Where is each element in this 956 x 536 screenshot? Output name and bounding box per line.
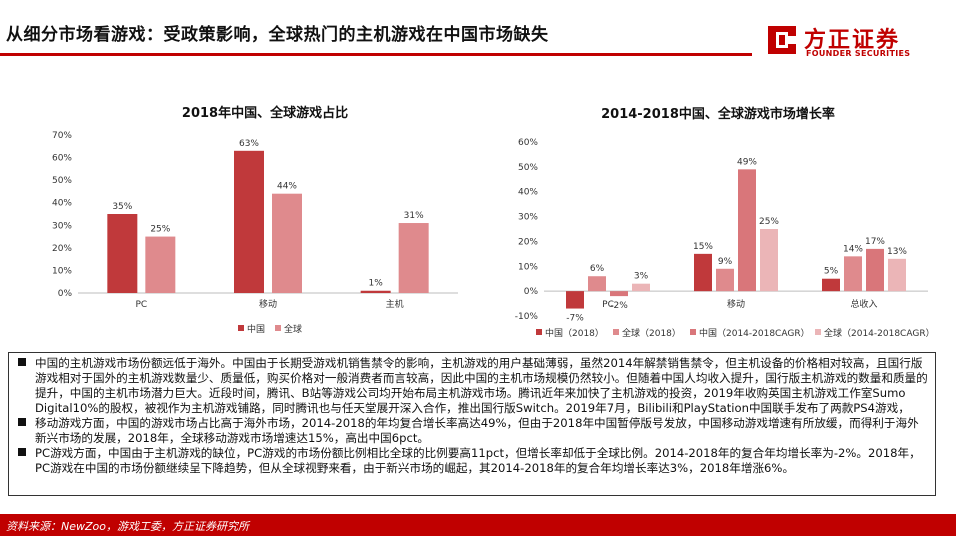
data-label: 25%	[150, 225, 170, 235]
chart-game-growth-2014-2018: 2014-2018中国、全球游戏市场增长率 -10% 0% 10% 20% 30% 40% 5…	[515, 106, 935, 339]
data-label: 31%	[404, 211, 424, 221]
paragraph-mobile: 移动游戏方面，中国的游戏市场占比高于海外市场，2014-2018的年均复合增长率…	[15, 416, 929, 446]
y-tick-label: 0%	[524, 287, 539, 297]
legend-swatch	[815, 329, 821, 335]
chart-title: 2018年中国、全球游戏占比	[182, 105, 348, 121]
bar	[398, 223, 429, 293]
data-label: 13%	[887, 247, 907, 257]
bar	[760, 229, 778, 292]
y-tick-label: -10%	[515, 312, 539, 322]
data-label: 14%	[843, 244, 863, 254]
data-label: -7%	[566, 314, 584, 324]
y-tick-label: 60%	[52, 154, 72, 164]
chart-game-share-2018: 2018年中国、全球游戏占比 0% 10% 20% 30% 40% 50% 60% 70% PC 3…	[52, 105, 458, 335]
y-tick-label: 50%	[52, 176, 72, 186]
founder-logo-icon	[768, 26, 796, 54]
y-tick-label: 0%	[58, 289, 73, 299]
paragraph-text: 中国的主机游戏市场份额远低于海外。中国由于长期受游戏机销售禁令的影响，主机游戏的…	[35, 356, 928, 415]
y-tick-label: 20%	[518, 237, 538, 247]
data-label: 15%	[693, 242, 713, 252]
paragraph-console: 中国的主机游戏市场份额远低于海外。中国由于长期受游戏机销售禁令的影响，主机游戏的…	[15, 356, 929, 416]
chart-title: 2014-2018中国、全球游戏市场增长率	[601, 106, 835, 122]
data-label: 63%	[239, 139, 259, 149]
bar	[234, 150, 264, 293]
bar	[888, 258, 906, 292]
legend-swatch	[238, 325, 244, 331]
bar	[844, 256, 862, 292]
x-category-label: 移动	[259, 298, 277, 310]
bar	[272, 193, 302, 293]
bar	[566, 291, 584, 309]
legend-entry: 全球（2018）	[622, 327, 681, 339]
bar	[716, 268, 734, 292]
square-bullet-icon	[18, 358, 26, 366]
data-label: 1%	[369, 279, 384, 289]
data-label: 49%	[737, 157, 757, 167]
legend-entry: 中国（2014-2018CAGR）	[699, 327, 810, 339]
legend-swatch	[275, 325, 281, 331]
data-label: 17%	[865, 237, 885, 247]
y-tick-label: 10%	[52, 266, 72, 276]
x-category-label: PC	[135, 300, 147, 310]
y-tick-label: 40%	[52, 199, 72, 209]
footer-band	[0, 514, 956, 536]
legend-swatch	[690, 329, 696, 335]
legend-entry: 全球	[284, 323, 302, 335]
y-tick-label: 60%	[518, 138, 538, 148]
y-tick-label: 70%	[52, 131, 72, 141]
y-tick-label: 10%	[518, 262, 538, 272]
analysis-text-box: 中国的主机游戏市场份额远低于海外。中国由于长期受游戏机销售禁令的影响，主机游戏的…	[8, 352, 936, 496]
legend-swatch	[536, 329, 542, 335]
data-label: 6%	[590, 264, 605, 274]
data-label: 25%	[759, 217, 779, 227]
y-tick-label: 40%	[518, 188, 538, 198]
x-category-label: PC	[602, 300, 614, 310]
bar	[145, 236, 176, 293]
x-category-label: 总收入	[850, 298, 877, 310]
legend-entry: 全球（2014-2018CAGR）	[824, 327, 935, 339]
legend-entry: 中国	[247, 323, 265, 335]
data-label: 3%	[634, 272, 649, 282]
bar	[822, 278, 840, 292]
x-category-label: 主机	[386, 298, 404, 310]
y-tick-label: 50%	[518, 163, 538, 173]
header-divider	[0, 53, 752, 56]
y-tick-label: 30%	[518, 213, 538, 223]
logo-text-en: FOUNDER SECURITIES	[806, 49, 911, 58]
bar	[610, 291, 628, 297]
x-category-label: 移动	[727, 298, 745, 310]
paragraph-pc: PC游戏方面，中国由于主机游戏的缺位，PC游戏的市场份额比例相比全球的比例要高1…	[15, 446, 929, 476]
data-label: 35%	[112, 202, 132, 212]
square-bullet-icon	[18, 448, 26, 456]
bar	[632, 283, 650, 292]
bar	[694, 253, 712, 292]
data-label: 44%	[277, 182, 297, 192]
square-bullet-icon	[18, 418, 26, 426]
bar	[866, 248, 884, 292]
data-label: 5%	[824, 267, 839, 277]
data-label: -2%	[610, 301, 628, 311]
logo-text-cn: 方正证券	[804, 28, 901, 53]
bar	[588, 276, 606, 292]
bar	[738, 169, 756, 292]
paragraph-text: PC游戏方面，中国由于主机游戏的缺位，PC游戏的市场份额比例相比全球的比例要高1…	[35, 446, 921, 475]
bar	[107, 214, 138, 293]
source-note: 资料来源：NewZoo，游戏工委，方正证券研究所	[6, 520, 249, 533]
company-logo: 方正证券 FOUNDER SECURITIES	[764, 22, 950, 60]
legend-swatch	[613, 329, 619, 335]
y-tick-label: 30%	[52, 221, 72, 231]
data-label: 9%	[718, 257, 733, 267]
paragraph-text: 移动游戏方面，中国的游戏市场占比高于海外市场，2014-2018的年均复合增长率…	[35, 416, 919, 445]
bar	[360, 290, 391, 293]
page-title: 从细分市场看游戏：受政策影响，全球热门的主机游戏在中国市场缺失	[6, 25, 549, 45]
y-tick-label: 20%	[52, 244, 72, 254]
legend-entry: 中国（2018）	[545, 327, 604, 339]
